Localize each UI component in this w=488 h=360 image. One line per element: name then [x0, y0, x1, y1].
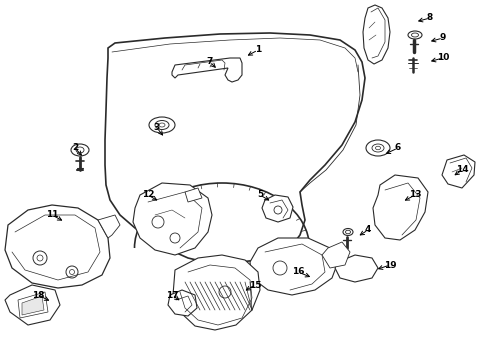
Polygon shape: [441, 155, 474, 188]
Ellipse shape: [407, 31, 421, 39]
Text: 18: 18: [32, 291, 44, 300]
Polygon shape: [173, 255, 260, 330]
Text: 12: 12: [142, 190, 154, 199]
Polygon shape: [5, 205, 110, 288]
Polygon shape: [362, 5, 389, 64]
Text: 5: 5: [256, 190, 263, 199]
Polygon shape: [168, 290, 197, 316]
Text: 4: 4: [364, 225, 370, 234]
Text: 19: 19: [383, 261, 395, 270]
Ellipse shape: [149, 117, 175, 133]
Text: 6: 6: [394, 144, 400, 153]
Text: 13: 13: [408, 190, 420, 199]
Text: 17: 17: [165, 291, 178, 300]
Text: 2: 2: [72, 144, 78, 153]
Text: 9: 9: [439, 33, 445, 42]
Ellipse shape: [71, 144, 89, 156]
Polygon shape: [262, 195, 292, 222]
Polygon shape: [184, 188, 202, 202]
Polygon shape: [98, 215, 120, 238]
Polygon shape: [249, 238, 337, 295]
Polygon shape: [172, 58, 242, 82]
Text: 1: 1: [254, 45, 261, 54]
Text: 7: 7: [206, 58, 213, 67]
Polygon shape: [5, 285, 60, 325]
Polygon shape: [22, 296, 44, 315]
Text: 14: 14: [455, 166, 468, 175]
Text: 10: 10: [436, 54, 448, 63]
Polygon shape: [105, 33, 364, 263]
Text: 8: 8: [426, 13, 432, 22]
Text: 16: 16: [291, 267, 304, 276]
Polygon shape: [133, 183, 212, 255]
Polygon shape: [321, 242, 349, 268]
Polygon shape: [18, 292, 48, 318]
Ellipse shape: [342, 229, 352, 235]
Ellipse shape: [365, 140, 389, 156]
Polygon shape: [372, 175, 427, 240]
Text: 15: 15: [248, 280, 261, 289]
Text: 11: 11: [46, 211, 58, 220]
Polygon shape: [334, 255, 377, 282]
Text: 3: 3: [154, 123, 160, 132]
